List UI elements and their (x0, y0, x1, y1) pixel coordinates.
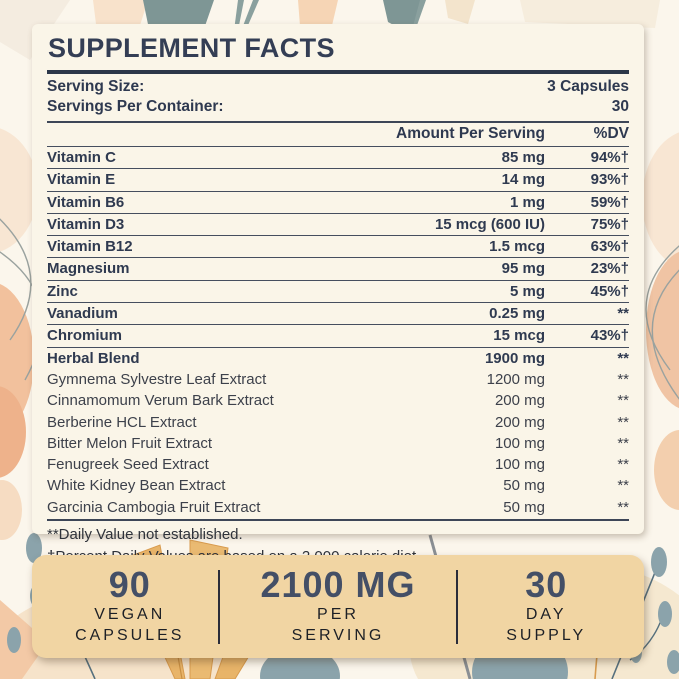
supplement-row: Vitamin B6 1 mg 59%† (47, 192, 629, 214)
ingredient-dv: 93%† (590, 171, 629, 189)
banner-stat-capsules: 90 VEGAN CAPSULES (42, 566, 218, 647)
ingredient-amount: 85 mg (501, 148, 545, 166)
ingredient-name: Cinnamomum Verum Bark Extract (47, 392, 274, 410)
ingredient-name: Fenugreek Seed Extract (47, 456, 209, 474)
supplement-row: Chromium 15 mcg 43%† (47, 325, 629, 348)
ingredient-name: Vanadium (47, 305, 118, 323)
banner-divider (217, 569, 220, 644)
ingredient-rows: Vitamin C 85 mg 94%† Vitamin E 14 mg 93%… (47, 147, 629, 518)
ingredient-amount: 15 mcg (600 IU) (434, 215, 545, 233)
mg-label-line2: SERVING (291, 627, 385, 645)
footnote-daily-value: **Daily Value not established. (47, 526, 243, 544)
ingredient-amount: 14 mg (501, 171, 545, 189)
ingredient-dv: 63%† (590, 238, 629, 256)
mg-label-line1: PER (317, 605, 359, 623)
supplement-row: Garcinia Cambogia Fruit Extract 50 mg ** (47, 497, 629, 518)
ingredient-amount: 50 mg (503, 477, 545, 495)
capsule-label-line2: CAPSULES (75, 627, 185, 645)
capsule-count: 90 (108, 564, 151, 605)
ingredient-name: Herbal Blend (47, 349, 140, 367)
supplement-row: Vanadium 0.25 mg ** (47, 303, 629, 326)
column-header-row: Amount Per Serving %DV (47, 123, 629, 147)
title-rule (47, 69, 629, 74)
ingredient-name: Vitamin B12 (47, 238, 133, 256)
ingredient-amount: 1 mg (509, 193, 545, 211)
serving-size-row: Serving Size: 3 Capsules (47, 77, 629, 97)
ingredient-name: Chromium (47, 327, 122, 345)
supplement-row: Berberine HCL Extract 200 mg ** (47, 412, 629, 433)
banner-divider (456, 569, 459, 644)
ingredient-amount: 100 mg (494, 434, 545, 452)
ingredient-name: Magnesium (47, 260, 130, 278)
ingredient-name: Vitamin E (47, 171, 116, 189)
ingredient-dv: 59%† (590, 193, 629, 211)
ingredient-name: Vitamin D3 (47, 215, 125, 233)
ingredient-dv: 45%† (590, 282, 629, 300)
capsule-label-line1: VEGAN (94, 605, 166, 623)
ingredient-name: Garcinia Cambogia Fruit Extract (47, 498, 261, 516)
ingredient-amount: 200 mg (494, 392, 545, 410)
ingredient-amount: 200 mg (494, 413, 545, 431)
ingredient-dv: ** (617, 456, 629, 474)
ingredient-amount: 15 mcg (493, 327, 545, 345)
ingredient-dv: ** (617, 477, 629, 495)
supplement-row: Vitamin B12 1.5 mcg 63%† (47, 236, 629, 259)
ingredient-dv: ** (617, 392, 629, 410)
ingredient-amount: 5 mg (509, 282, 545, 300)
banner-stat-mg-per-serving: 2100 MG PER SERVING (220, 566, 457, 647)
ingredient-name: Vitamin C (47, 148, 116, 166)
mg-per-serving-value: 2100 MG (260, 564, 416, 605)
day-label-line1: DAY (525, 605, 567, 623)
servings-value: 30 (611, 97, 629, 115)
ingredient-amount: 1200 mg (486, 370, 545, 388)
ingredient-name: Berberine HCL Extract (47, 413, 197, 431)
ingredient-dv: ** (617, 498, 629, 516)
banner-stat-day-supply: 30 DAY SUPPLY (458, 566, 634, 647)
supplement-facts-panel: SUPPLEMENT FACTS Serving Size: 3 Capsule… (32, 24, 644, 565)
supplement-row: Herbal Blend 1900 mg ** (47, 348, 629, 369)
servings-label: Servings Per Container: (47, 97, 224, 115)
ingredient-name: Gymnema Sylvestre Leaf Extract (47, 370, 267, 388)
ingredient-dv: 43%† (590, 327, 629, 345)
ingredient-amount: 100 mg (494, 456, 545, 474)
ingredient-dv: ** (617, 370, 629, 388)
ingredient-amount: 0.25 mg (489, 305, 545, 323)
ingredient-amount: 1900 mg (484, 349, 545, 367)
serving-rule (47, 120, 629, 123)
supplement-row: Cinnamomum Verum Bark Extract 200 mg ** (47, 390, 629, 411)
highlights-banner: 90 VEGAN CAPSULES 2100 MG PER SERVING 30… (32, 555, 644, 658)
ingredient-amount: 95 mg (501, 260, 545, 278)
ingredient-dv: ** (617, 349, 629, 367)
serving-size-label: Serving Size: (47, 77, 145, 95)
ingredient-dv: 23%† (590, 260, 629, 278)
supplement-row: Bitter Melon Fruit Extract 100 mg ** (47, 433, 629, 454)
supplement-row: White Kidney Bean Extract 50 mg ** (47, 475, 629, 496)
serving-info: Serving Size: 3 Capsules Servings Per Co… (47, 74, 629, 121)
ingredient-dv: ** (617, 413, 629, 431)
ingredient-dv: 75%† (590, 215, 629, 233)
day-supply-value: 30 (525, 564, 568, 605)
ingredient-name: Zinc (47, 282, 78, 300)
ingredient-dv: ** (617, 434, 629, 452)
ingredient-dv: 94%† (590, 148, 629, 166)
amount-column-header: Amount Per Serving (396, 124, 545, 142)
ingredient-amount: 50 mg (503, 498, 545, 516)
supplement-row: Magnesium 95 mg 23%† (47, 258, 629, 281)
day-label-line2: SUPPLY (506, 627, 587, 645)
dv-column-header: %DV (593, 124, 629, 142)
supplement-row: Vitamin E 14 mg 93%† (47, 169, 629, 192)
ingredient-amount: 1.5 mcg (489, 238, 545, 256)
servings-per-container-row: Servings Per Container: 30 (47, 97, 629, 117)
ingredient-name: White Kidney Bean Extract (47, 477, 226, 495)
panel-title: SUPPLEMENT FACTS (48, 33, 335, 63)
supplement-row: Vitamin C 85 mg 94%† (47, 147, 629, 170)
supplement-row: Vitamin D3 15 mcg (600 IU) 75%† (47, 214, 629, 237)
ingredient-name: Vitamin B6 (47, 193, 125, 211)
supplement-row: Fenugreek Seed Extract 100 mg ** (47, 454, 629, 475)
ingredient-name: Bitter Melon Fruit Extract (47, 434, 213, 452)
ingredient-dv: ** (617, 305, 629, 323)
supplement-row: Gymnema Sylvestre Leaf Extract 1200 mg *… (47, 369, 629, 390)
supplement-row: Zinc 5 mg 45%† (47, 281, 629, 304)
serving-size-value: 3 Capsules (547, 77, 629, 95)
